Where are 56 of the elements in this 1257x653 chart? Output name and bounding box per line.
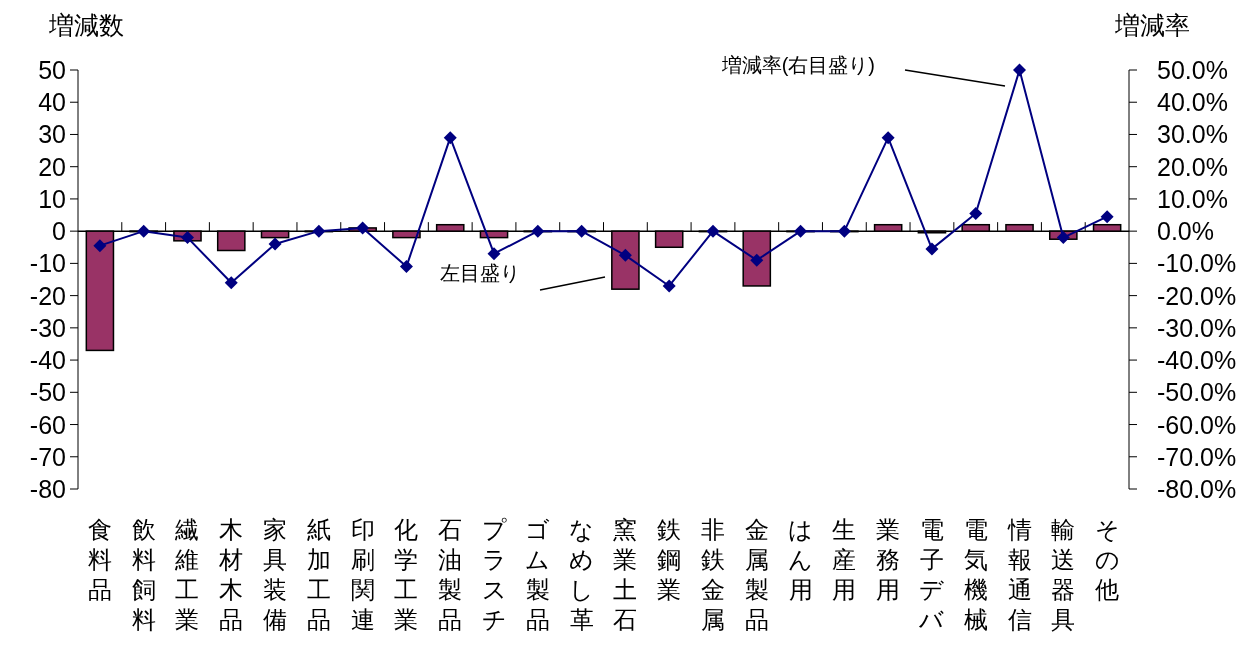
y2-tick-label: -50.0% <box>1157 378 1237 407</box>
x-tick-label: 食料品 <box>87 516 112 603</box>
x-tick-label: 紙加工品 <box>306 516 331 633</box>
x-tick-label: 家具装備 <box>263 516 288 633</box>
x-tick-label: その他 <box>1094 516 1120 603</box>
x-tick-label: 電気機械 <box>963 516 988 633</box>
x-tick-label: 石油製品 <box>438 516 463 633</box>
y2-tick-label: -60.0% <box>1157 410 1237 439</box>
y-tick-label: 30 <box>38 120 66 149</box>
x-tick-label: 繊維工業 <box>174 516 200 633</box>
x-tick-label: 木材木品 <box>218 516 244 633</box>
y2-tick-label: 30.0% <box>1157 120 1228 149</box>
x-tick-label: ゴム製品 <box>525 516 551 633</box>
x-tick-label: 業務用 <box>876 516 901 603</box>
y-tick-label: 20 <box>38 152 66 181</box>
x-tick-label: 鉄鋼業 <box>657 516 682 603</box>
y2-tick-label: 0.0% <box>1157 217 1214 246</box>
y2-axis-title: 増減率 <box>1113 11 1190 39</box>
y-tick-label: -40 <box>29 346 66 375</box>
y2-tick-label: 20.0% <box>1157 152 1228 181</box>
x-tick-label: はん用 <box>788 516 814 603</box>
y-tick-label: 0 <box>52 217 66 246</box>
y-tick-label: -50 <box>29 378 66 407</box>
y-tick-label: -10 <box>29 249 66 278</box>
x-tick-label: 印刷関連 <box>350 516 375 633</box>
x-tick-label: 窯業土石 <box>613 516 638 633</box>
y-axis-title: 増減数 <box>47 11 124 39</box>
y-tick-label: -70 <box>29 442 66 471</box>
y-tick-label: 50 <box>38 56 66 84</box>
y2-tick-label: -10.0% <box>1157 249 1237 278</box>
y2-tick-label: -30.0% <box>1157 313 1237 342</box>
y2-tick-label: -70.0% <box>1157 442 1237 471</box>
y2-tick-label: 50.0% <box>1157 56 1228 84</box>
annotation: 左目盛り <box>440 262 520 284</box>
x-tick-label: プラスチ <box>481 516 507 633</box>
x-tick-label: 輸送器具 <box>1051 516 1076 633</box>
y-tick-label: 40 <box>38 88 66 117</box>
y2-tick-label: 40.0% <box>1157 88 1228 117</box>
y-tick-label: 10 <box>38 184 66 213</box>
y2-tick-label: 10.0% <box>1157 184 1228 213</box>
x-tick-label: 化学工業 <box>394 516 419 633</box>
x-tick-label: 生産用 <box>832 516 857 603</box>
y-tick-label: -80 <box>29 475 66 503</box>
y2-tick-label: -40.0% <box>1157 346 1237 375</box>
y2-tick-label: -80.0% <box>1157 475 1237 503</box>
x-tick-label: 金属製品 <box>744 516 769 633</box>
y-tick-label: -20 <box>29 281 66 310</box>
x-tick-label: 情報通信 <box>1006 516 1032 633</box>
x-tick-label: 非鉄金属 <box>700 516 725 633</box>
y-tick-label: -30 <box>29 313 66 342</box>
x-tick-label: 電子デバ <box>918 516 945 633</box>
x-tick-label: 飲料飼料 <box>131 516 156 633</box>
y-tick-label: -60 <box>29 410 66 439</box>
annotation: 増減率(右目盛り) <box>720 54 875 76</box>
y2-tick-label: -20.0% <box>1157 281 1237 310</box>
x-tick-label: なめし革 <box>569 516 595 633</box>
